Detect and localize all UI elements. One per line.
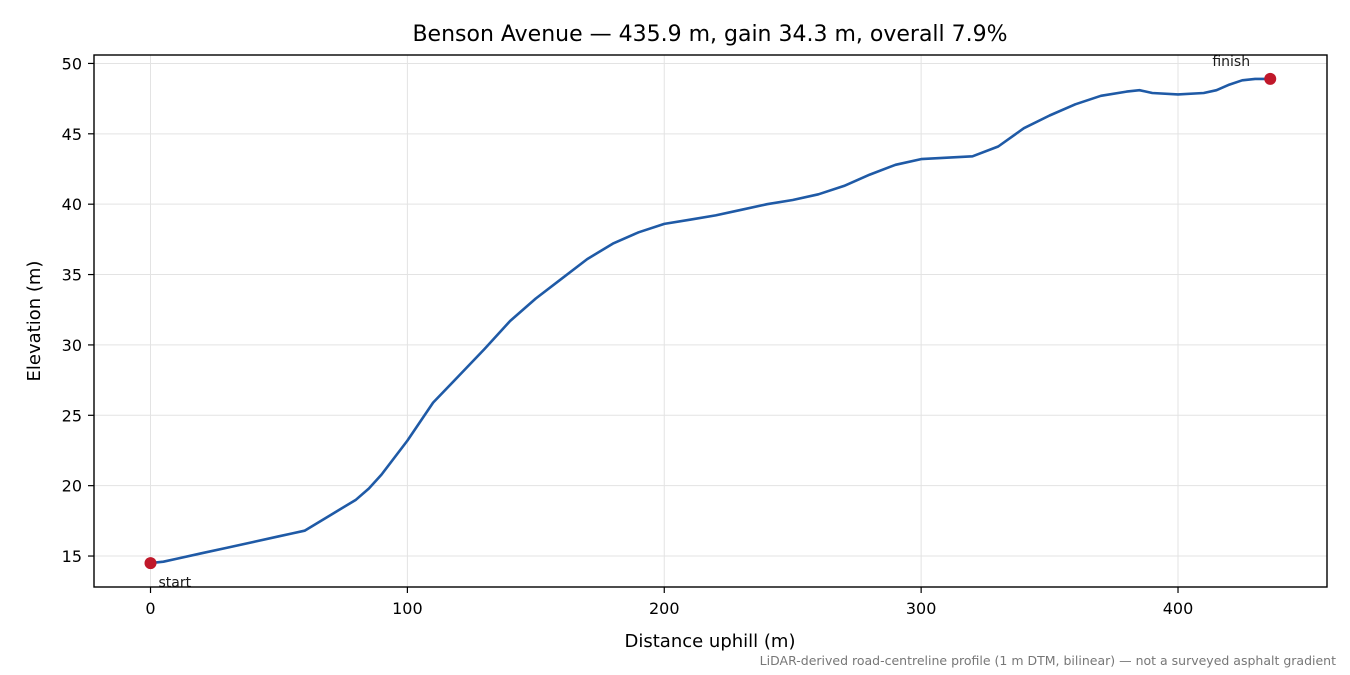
finish-marker — [1264, 72, 1277, 85]
start-annotation: start — [159, 575, 192, 591]
footnote: LiDAR-derived road-centreline profile (1… — [760, 653, 1336, 668]
x-tick-label: 0 — [145, 599, 155, 618]
y-tick-label: 35 — [62, 266, 82, 285]
y-tick-label: 25 — [62, 406, 82, 425]
grid — [94, 55, 1327, 587]
x-tick-label: 200 — [649, 599, 680, 618]
chart-title: Benson Avenue — 435.9 m, gain 34.3 m, ov… — [412, 22, 1007, 47]
finish-annotation: finish — [1212, 54, 1250, 70]
x-tick-label: 100 — [392, 599, 423, 618]
x-tick-label: 300 — [906, 599, 937, 618]
y-tick-label: 50 — [62, 54, 82, 73]
y-tick-label: 15 — [62, 547, 82, 566]
y-tick-label: 30 — [62, 336, 82, 355]
x-tick-label: 400 — [1163, 599, 1194, 618]
plot-frame — [93, 54, 1328, 588]
y-tick-label: 20 — [62, 477, 82, 496]
x-axis-label: Distance uphill (m) — [625, 631, 796, 652]
y-tick-label: 40 — [62, 195, 82, 214]
y-axis-ticks: 15 20 25 30 35 40 45 50 — [62, 54, 94, 566]
elevation-profile-line — [149, 77, 1272, 565]
start-marker — [144, 557, 157, 570]
y-axis-label: Elevation (m) — [24, 261, 45, 382]
y-tick-label: 45 — [62, 125, 82, 144]
x-axis-ticks: 0 100 200 300 400 — [145, 587, 1193, 618]
